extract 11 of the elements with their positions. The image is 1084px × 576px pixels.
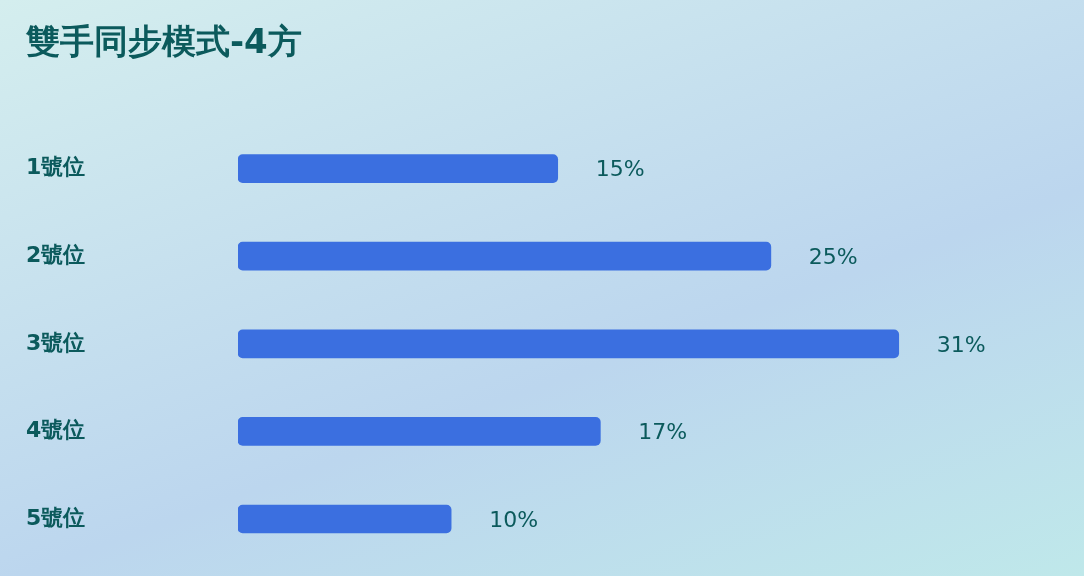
y-tick-label: 4號位 xyxy=(26,417,86,443)
data-label: 25% xyxy=(808,243,858,269)
y-tick-label: 1號位 xyxy=(26,154,86,180)
data-label: 17% xyxy=(638,419,688,445)
y-tick-label: 3號位 xyxy=(26,329,86,355)
y-tick-label: 5號位 xyxy=(26,504,86,530)
data-label: 31% xyxy=(936,331,986,357)
y-tick-label: 2號位 xyxy=(26,241,86,267)
data-label: 10% xyxy=(489,506,539,532)
data-label: 15% xyxy=(595,156,645,182)
chart-title: 雙手同步模式-4方 xyxy=(25,21,302,62)
